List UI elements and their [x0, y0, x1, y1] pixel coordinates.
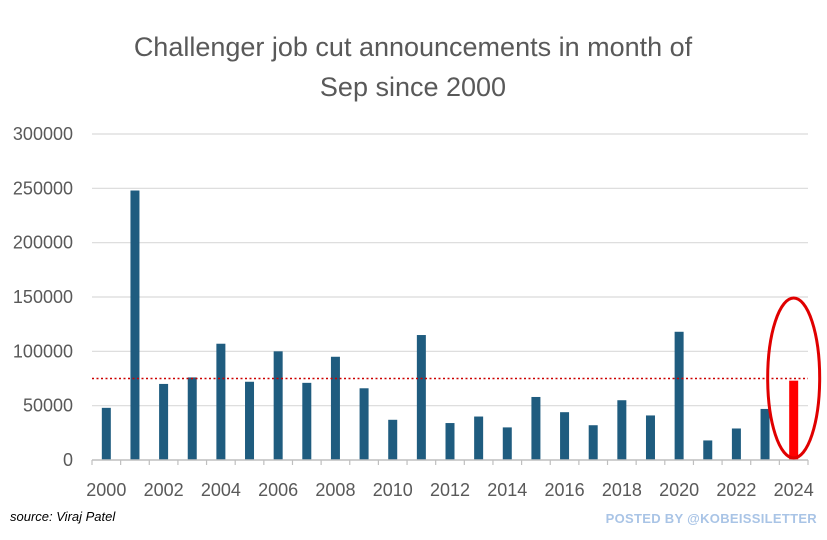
bar [760, 408, 770, 460]
y-tick-label: 200000 [13, 233, 73, 253]
x-tick-label: 2024 [774, 480, 814, 500]
y-tick-label: 50000 [23, 396, 73, 416]
bar-highlighted [789, 380, 799, 460]
bar [531, 396, 541, 460]
bar [388, 419, 398, 460]
x-axis [91, 459, 809, 465]
chart-title-line-1: Challenger job cut announcements in mont… [134, 32, 693, 62]
bar [330, 356, 340, 460]
bar [617, 400, 627, 460]
y-tick-label: 300000 [13, 124, 73, 144]
bar [302, 382, 312, 460]
chart-title-line-2: Sep since 2000 [320, 72, 506, 102]
y-tick-label: 150000 [13, 287, 73, 307]
x-axis-ticks: 2000 2002 2004 2006 2008 2010 2012 2014 2016 2018… [86, 480, 813, 500]
y-axis-ticks: 0 50000 100000 150000 200000 250000 300000 [13, 124, 73, 470]
bar [187, 377, 197, 460]
bar [101, 407, 111, 460]
x-tick-label: 2008 [315, 480, 355, 500]
y-tick-label: 0 [63, 450, 73, 470]
source-note: source: Viraj Patel [10, 509, 116, 524]
x-tick-label: 2022 [716, 480, 756, 500]
bar [502, 427, 512, 460]
x-tick-label: 2002 [144, 480, 184, 500]
bar [674, 331, 684, 460]
x-tick-label: 2016 [545, 480, 585, 500]
gridlines [92, 133, 808, 407]
bar [560, 412, 570, 460]
bar [731, 428, 741, 460]
highlight-ellipse [766, 296, 822, 460]
bar [474, 416, 484, 460]
x-tick-label: 2000 [86, 480, 126, 500]
bar [588, 425, 598, 460]
bar [416, 335, 426, 460]
x-tick-label: 2018 [602, 480, 642, 500]
x-tick-label: 2012 [430, 480, 470, 500]
x-tick-label: 2010 [373, 480, 413, 500]
highlight-group [766, 296, 822, 460]
bar [273, 351, 283, 460]
y-tick-label: 100000 [13, 341, 73, 361]
posted-by-credit: POSTED BY @KOBEISSILETTER [605, 511, 817, 526]
bar [245, 381, 255, 460]
x-tick-label: 2014 [487, 480, 527, 500]
bar [703, 440, 713, 460]
bars [101, 190, 799, 461]
bar [445, 423, 455, 460]
x-tick-label: 2020 [659, 480, 699, 500]
y-tick-label: 250000 [13, 178, 73, 198]
bar [130, 190, 140, 461]
bar [216, 343, 226, 460]
bar [359, 388, 369, 460]
bar [645, 415, 655, 460]
x-tick-label: 2006 [258, 480, 298, 500]
x-tick-label: 2004 [201, 480, 241, 500]
bar [159, 383, 169, 460]
